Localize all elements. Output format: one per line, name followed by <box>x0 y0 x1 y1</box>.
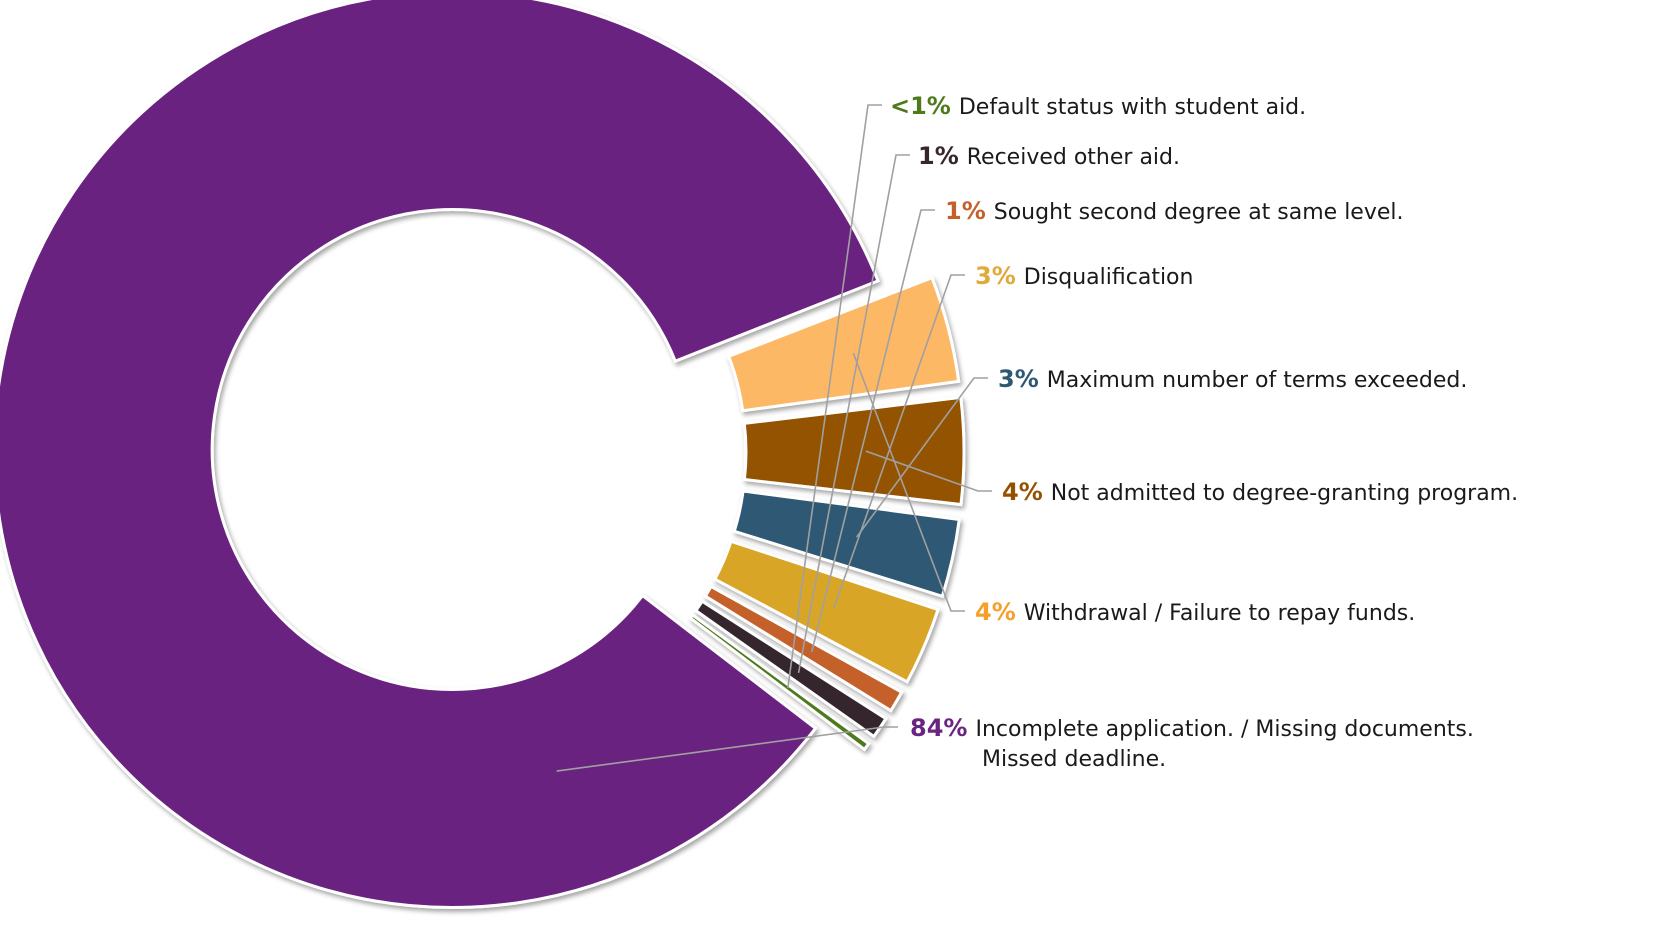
leader-line-1 <box>852 352 965 612</box>
donut-slice-3 <box>732 489 961 599</box>
donut-slice-2 <box>742 395 966 507</box>
donut-slice-1 <box>726 275 961 413</box>
leader-line-7 <box>787 104 882 689</box>
slice-percent-label-5: 1% <box>945 197 986 225</box>
slice-description-label-0: Incomplete application. / Missing docume… <box>975 717 1473 742</box>
leader-lines-group <box>556 104 992 772</box>
donut-slice-0 <box>0 0 880 909</box>
leader-line-3 <box>855 377 988 538</box>
leader-line-0 <box>556 726 898 772</box>
slice-percent-label-1: 4% <box>975 598 1016 626</box>
donut-slice-4 <box>712 539 940 684</box>
slice-description-label-2: Not admitted to degree-granting program. <box>1051 481 1518 506</box>
slice-description-label-0-line-2: Missed deadline. <box>982 747 1166 772</box>
slice-percent-label-6: 1% <box>918 142 959 170</box>
slice-description-label-1: Withdrawal / Failure to repay funds. <box>1024 601 1416 626</box>
slice-percent-label-2: 4% <box>1002 478 1043 506</box>
slice-percent-label-0: 84% <box>910 714 967 742</box>
slice-description-label-7: Default status with student aid. <box>959 95 1306 120</box>
slice-description-label-4: Disqualification <box>1024 265 1194 290</box>
donut-slice-7 <box>688 612 871 752</box>
leader-line-5 <box>810 209 935 653</box>
slice-description-label-6: Received other aid. <box>967 145 1180 170</box>
slice-percent-label-7: <1% <box>890 92 951 120</box>
labels-group: 84% Incomplete application. / Missing doc… <box>890 92 1518 772</box>
slice-description-label-3: Maximum number of terms exceeded. <box>1047 368 1468 393</box>
slice-percent-label-3: 3% <box>998 365 1039 393</box>
leader-line-4 <box>833 274 965 609</box>
leader-line-6 <box>797 154 910 674</box>
slice-percent-label-4: 3% <box>975 262 1016 290</box>
slice-description-label-5: Sought second degree at same level. <box>994 200 1404 225</box>
leader-line-2 <box>865 450 992 492</box>
